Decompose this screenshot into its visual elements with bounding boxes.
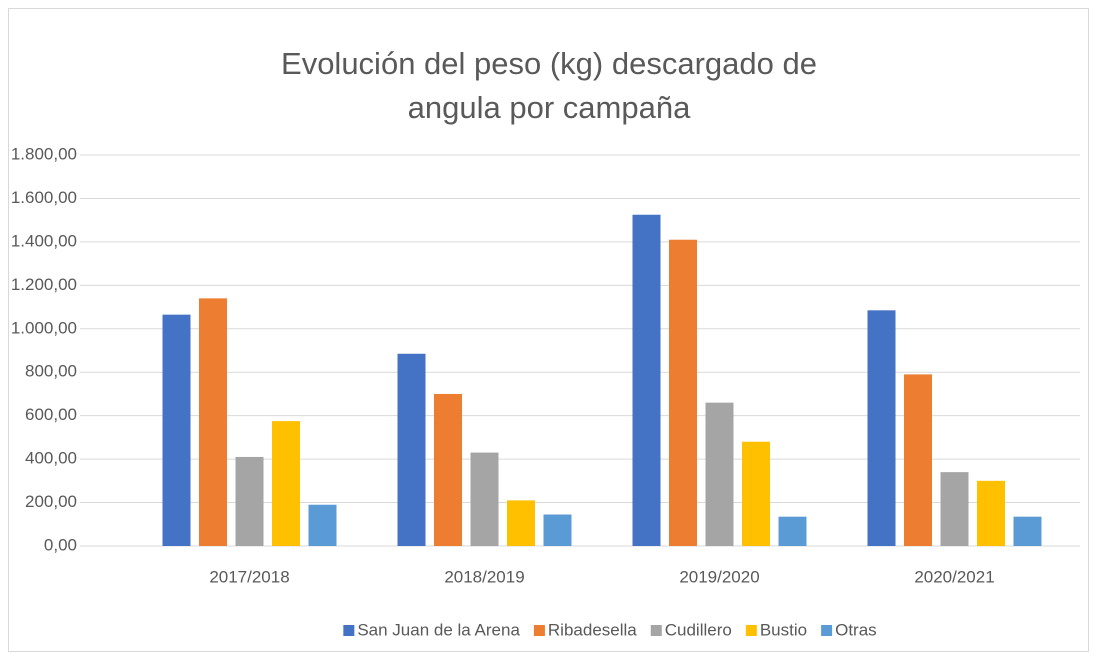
legend-label: Cudillero <box>665 620 732 639</box>
bar <box>162 314 191 546</box>
bar <box>397 353 426 546</box>
x-tick-label: 2017/2018 <box>209 567 289 586</box>
legend-label: Otras <box>835 620 877 639</box>
y-tick-label: 800,00 <box>25 362 77 381</box>
y-tick-label: 600,00 <box>25 405 77 424</box>
bar <box>669 239 697 546</box>
y-tick-label: 1.800,00 <box>11 144 77 163</box>
bar <box>434 393 462 546</box>
bar <box>705 402 734 546</box>
x-tick-label: 2020/2021 <box>914 567 994 586</box>
legend-swatch <box>650 625 662 636</box>
legend-swatch <box>745 625 757 636</box>
bar <box>543 514 572 546</box>
chart-title: Evolución del peso (kg) descargado de an… <box>281 46 817 125</box>
y-tick-label: 1.000,00 <box>11 318 77 337</box>
y-tick-label: 200,00 <box>25 492 77 511</box>
bar <box>308 504 337 546</box>
bar <box>778 516 807 546</box>
bar <box>1013 516 1042 546</box>
bar <box>235 456 264 546</box>
y-tick-label: 1.600,00 <box>11 188 77 207</box>
bar <box>272 421 300 546</box>
bar <box>904 374 932 546</box>
bar <box>867 310 896 546</box>
y-tick-label: 0,00 <box>44 535 77 554</box>
bar <box>940 472 969 546</box>
legend-swatch <box>533 625 545 636</box>
x-tick-label: 2019/2020 <box>679 567 759 586</box>
bar <box>470 452 499 546</box>
bar <box>742 441 770 546</box>
bar <box>507 500 535 546</box>
y-tick-label: 400,00 <box>25 449 77 468</box>
bar <box>977 480 1005 546</box>
legend-swatch <box>343 625 355 636</box>
y-tick-label: 1.200,00 <box>11 275 77 294</box>
x-tick-label: 2018/2019 <box>444 567 524 586</box>
bar <box>632 214 661 546</box>
legend-label: Ribadesella <box>548 620 637 639</box>
bar <box>199 298 227 546</box>
y-tick-label: 1.400,00 <box>11 231 77 250</box>
legend-label: Bustio <box>760 620 807 639</box>
legend-label: San Juan de la Arena <box>357 620 520 639</box>
legend-swatch <box>821 625 833 636</box>
